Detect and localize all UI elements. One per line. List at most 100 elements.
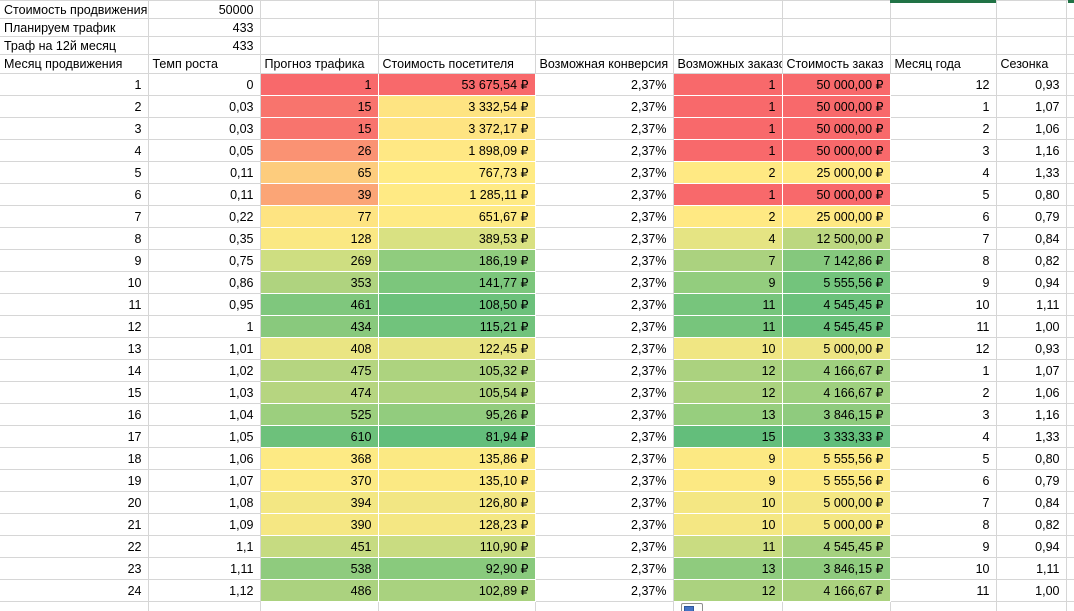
cell-possible-orders[interactable]: 9 [673, 469, 782, 492]
cell-possible-orders[interactable]: 13 [673, 403, 782, 426]
cell-month[interactable]: 3 [0, 117, 149, 140]
cell-year-month[interactable]: 5 [890, 447, 997, 470]
cell-planned-traffic-label[interactable]: Планируем трафик [0, 18, 149, 37]
cell-empty[interactable] [1066, 293, 1074, 316]
cell-month[interactable]: 23 [0, 557, 149, 580]
cell-order-cost[interactable]: 50 000,00 ₽ [782, 139, 890, 162]
cell-visitor-cost[interactable]: 92,90 ₽ [378, 557, 535, 580]
cell-growth-rate[interactable]: 1,12 [148, 579, 261, 602]
cell-traffic-forecast[interactable]: 15 [260, 117, 378, 140]
cell-empty[interactable] [1066, 227, 1074, 250]
cell-order-cost[interactable]: 50 000,00 ₽ [782, 95, 890, 118]
cell-month[interactable]: 15 [0, 381, 149, 404]
cell-visitor-cost[interactable]: 1 285,11 ₽ [378, 183, 535, 206]
cell-traffic-forecast[interactable]: 610 [260, 425, 378, 448]
cell-possible-orders[interactable]: 15 [673, 425, 782, 448]
cell-empty[interactable] [260, 18, 379, 37]
cell-empty[interactable] [996, 18, 1067, 37]
cell-month12-traffic-value[interactable]: 433 [148, 36, 261, 55]
cell-traffic-forecast[interactable]: 39 [260, 183, 378, 206]
cell-visitor-cost[interactable]: 81,94 ₽ [378, 425, 535, 448]
cell-empty[interactable] [996, 601, 1067, 611]
cell-order-cost[interactable]: 50 000,00 ₽ [782, 73, 890, 96]
cell-traffic-forecast[interactable]: 461 [260, 293, 378, 316]
cell-year-month[interactable]: 1 [890, 359, 997, 382]
cell-order-cost[interactable]: 4 545,45 ₽ [782, 293, 890, 316]
cell-traffic-forecast[interactable]: 394 [260, 491, 378, 514]
cell-empty[interactable] [148, 601, 261, 611]
cell-conversion[interactable]: 2,37% [535, 513, 674, 536]
cell-month[interactable]: 12 [0, 315, 149, 338]
cell-possible-orders[interactable]: 10 [673, 513, 782, 536]
cell-empty[interactable] [1066, 18, 1074, 37]
cell-empty[interactable] [890, 601, 997, 611]
cell-seasonality[interactable]: 0,82 [996, 513, 1067, 536]
cell-possible-orders[interactable]: 1 [673, 139, 782, 162]
cell-month[interactable]: 9 [0, 249, 149, 272]
cell-traffic-forecast[interactable]: 390 [260, 513, 378, 536]
cell-order-cost[interactable]: 25 000,00 ₽ [782, 161, 890, 184]
cell-seasonality[interactable]: 1,07 [996, 95, 1067, 118]
cell-month[interactable]: 18 [0, 447, 149, 470]
cell-growth-rate[interactable]: 0,03 [148, 95, 261, 118]
cell-traffic-forecast[interactable]: 353 [260, 271, 378, 294]
cell-seasonality[interactable]: 1,16 [996, 403, 1067, 426]
cell-empty[interactable] [1066, 95, 1074, 118]
cell-seasonality[interactable]: 1,00 [996, 315, 1067, 338]
cell-visitor-cost[interactable]: 126,80 ₽ [378, 491, 535, 514]
header-traffic-forecast[interactable]: Прогноз трафика [260, 54, 379, 74]
cell-conversion[interactable]: 2,37% [535, 425, 674, 448]
cell-empty[interactable] [890, 36, 997, 55]
cell-month[interactable]: 11 [0, 293, 149, 316]
cell-month[interactable]: 8 [0, 227, 149, 250]
cell-conversion[interactable]: 2,37% [535, 161, 674, 184]
cell-possible-orders[interactable]: 11 [673, 315, 782, 338]
cell-traffic-forecast[interactable]: 269 [260, 249, 378, 272]
cell-promo-cost-value[interactable]: 50000 [148, 0, 261, 19]
cell-visitor-cost[interactable]: 108,50 ₽ [378, 293, 535, 316]
cell-conversion[interactable]: 2,37% [535, 117, 674, 140]
cell-growth-rate[interactable]: 0,35 [148, 227, 261, 250]
cell-seasonality[interactable]: 0,93 [996, 73, 1067, 96]
cell-empty[interactable] [782, 0, 891, 19]
cell-traffic-forecast[interactable]: 474 [260, 381, 378, 404]
cell-empty[interactable] [1066, 337, 1074, 360]
cell-empty[interactable] [1066, 54, 1074, 74]
cell-seasonality[interactable]: 0,94 [996, 271, 1067, 294]
cell-seasonality[interactable]: 1,33 [996, 425, 1067, 448]
cell-empty[interactable] [0, 601, 149, 611]
cell-order-cost[interactable]: 5 000,00 ₽ [782, 491, 890, 514]
cell-empty[interactable] [535, 601, 674, 611]
cell-visitor-cost[interactable]: 53 675,54 ₽ [378, 73, 535, 96]
cell-empty[interactable] [378, 0, 536, 19]
cell-seasonality[interactable]: 0,82 [996, 249, 1067, 272]
cell-empty[interactable] [260, 36, 379, 55]
cell-empty[interactable] [378, 36, 536, 55]
cell-year-month[interactable]: 3 [890, 139, 997, 162]
cell-seasonality[interactable]: 0,94 [996, 535, 1067, 558]
cell-growth-rate[interactable]: 0,11 [148, 161, 261, 184]
cell-empty[interactable] [1066, 425, 1074, 448]
cell-empty[interactable] [890, 18, 997, 37]
cell-empty[interactable] [1066, 161, 1074, 184]
cell-possible-orders[interactable]: 10 [673, 491, 782, 514]
cell-visitor-cost[interactable]: 102,89 ₽ [378, 579, 535, 602]
cell-month[interactable]: 17 [0, 425, 149, 448]
cell-order-cost[interactable]: 7 142,86 ₽ [782, 249, 890, 272]
cell-growth-rate[interactable]: 0,11 [148, 183, 261, 206]
cell-year-month[interactable]: 1 [890, 95, 997, 118]
cell-visitor-cost[interactable]: 95,26 ₽ [378, 403, 535, 426]
cell-conversion[interactable]: 2,37% [535, 359, 674, 382]
cell-growth-rate[interactable]: 1,01 [148, 337, 261, 360]
cell-seasonality[interactable]: 1,06 [996, 117, 1067, 140]
cell-visitor-cost[interactable]: 141,77 ₽ [378, 271, 535, 294]
cell-traffic-forecast[interactable]: 26 [260, 139, 378, 162]
cell-conversion[interactable]: 2,37% [535, 557, 674, 580]
cell-order-cost[interactable]: 25 000,00 ₽ [782, 205, 890, 228]
cell-empty[interactable] [673, 0, 783, 19]
cell-possible-orders[interactable]: 2 [673, 205, 782, 228]
header-year-month[interactable]: Месяц года [890, 54, 997, 74]
cell-order-cost[interactable]: 5 555,56 ₽ [782, 469, 890, 492]
cell-conversion[interactable]: 2,37% [535, 469, 674, 492]
cell-empty[interactable] [782, 18, 891, 37]
